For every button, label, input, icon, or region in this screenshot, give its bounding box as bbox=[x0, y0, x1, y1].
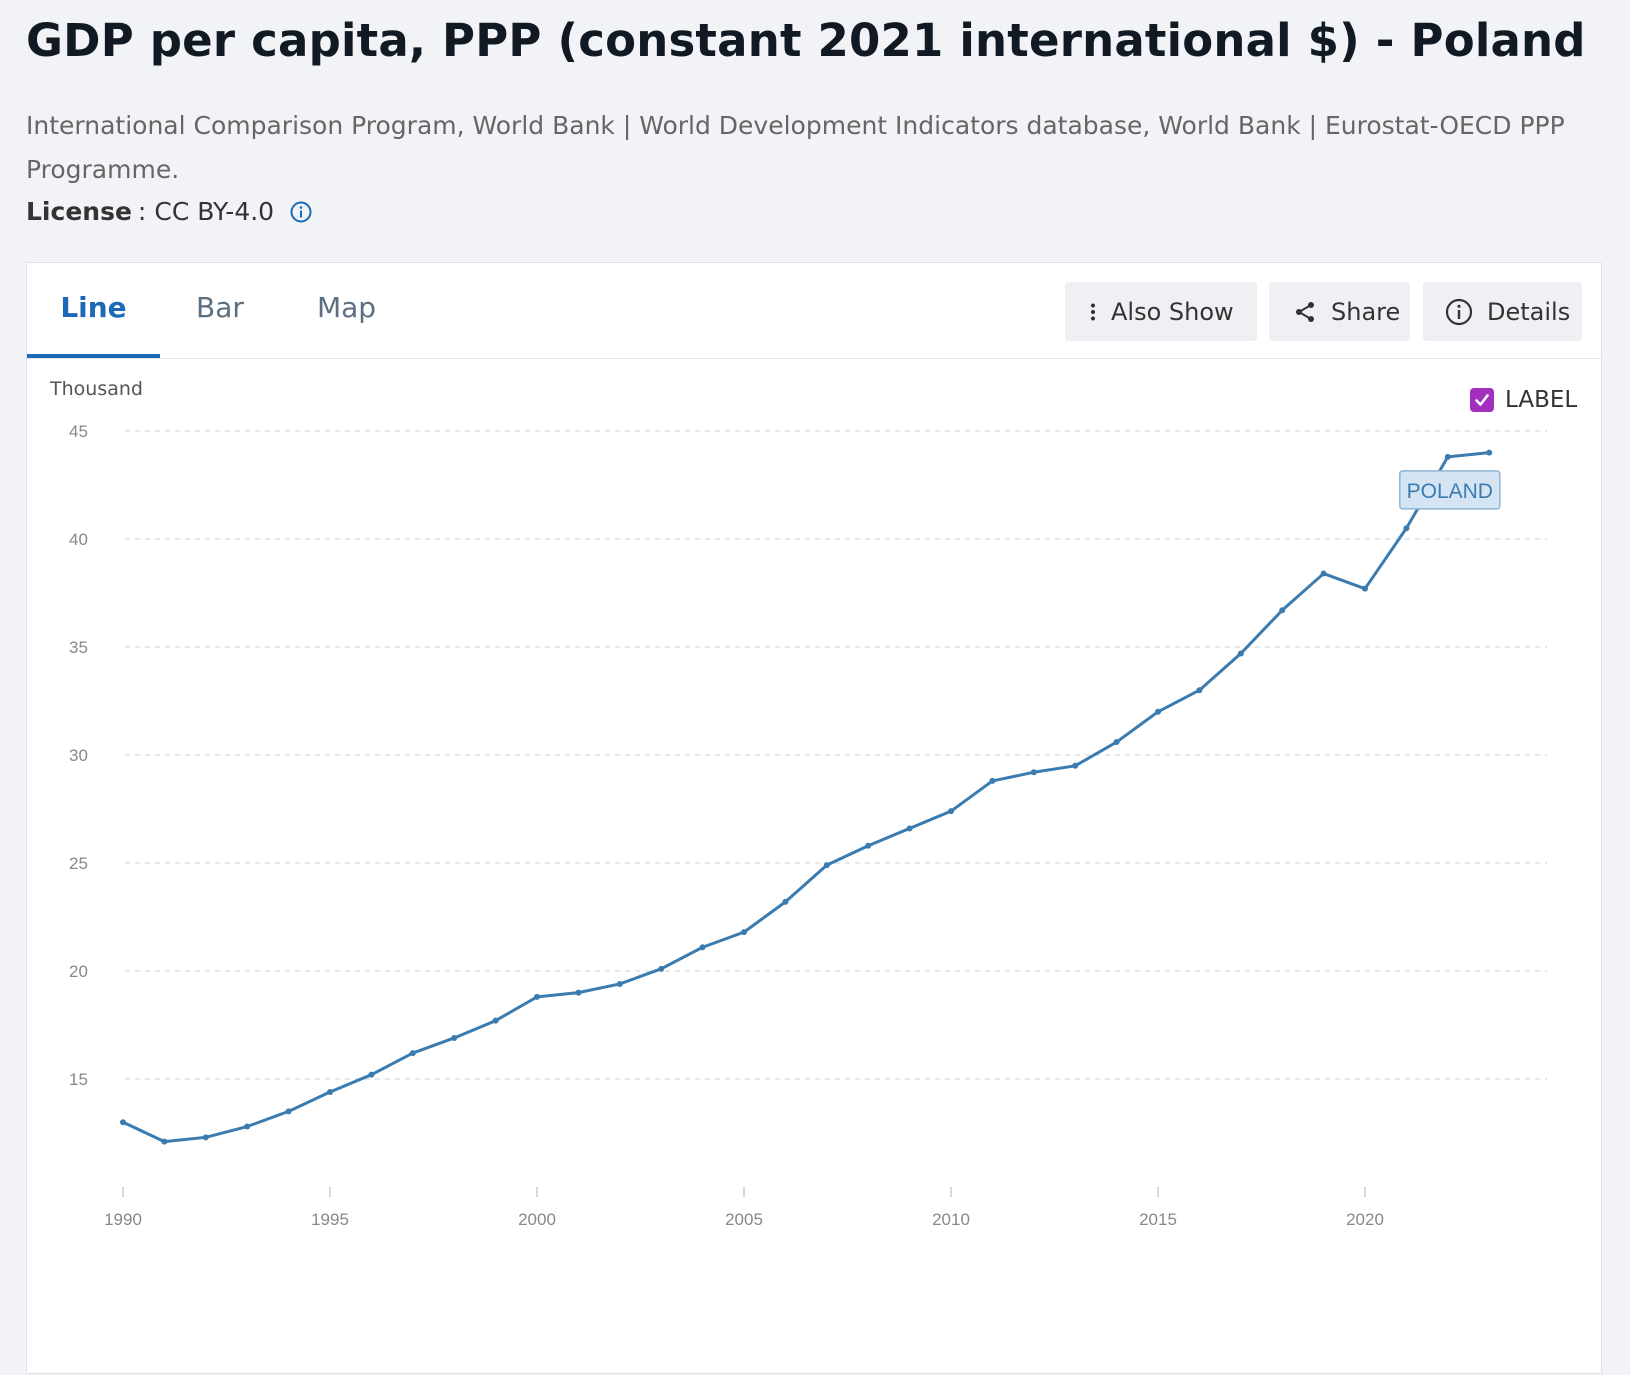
share-button[interactable]: Share bbox=[1269, 282, 1410, 341]
data-point bbox=[1279, 607, 1286, 614]
info-circle-icon bbox=[1445, 298, 1473, 325]
data-point bbox=[1403, 525, 1410, 532]
x-tick-label: 1995 bbox=[311, 1210, 349, 1229]
x-tick-label: 2000 bbox=[518, 1210, 556, 1229]
details-label: Details bbox=[1487, 297, 1571, 326]
data-point bbox=[285, 1108, 292, 1115]
data-point bbox=[1444, 453, 1451, 460]
data-point bbox=[865, 842, 872, 849]
data-point bbox=[451, 1034, 458, 1041]
data-point bbox=[658, 965, 665, 972]
series-label-box bbox=[1399, 470, 1501, 510]
y-tick-label: 30 bbox=[69, 746, 88, 765]
data-point bbox=[120, 1119, 126, 1126]
data-point bbox=[823, 862, 830, 869]
y-tick-label: 35 bbox=[69, 638, 88, 657]
tab-map[interactable]: Map bbox=[316, 291, 377, 324]
data-point bbox=[327, 1088, 333, 1095]
license-value: CC BY-4.0 bbox=[154, 197, 275, 226]
data-point bbox=[1196, 687, 1203, 694]
data-point bbox=[492, 1017, 499, 1024]
data-point bbox=[906, 825, 913, 832]
data-point bbox=[575, 989, 582, 996]
source-text: International Comparison Program, World … bbox=[26, 111, 1565, 184]
data-point bbox=[202, 1134, 209, 1141]
label-toggle-text: LABEL bbox=[1505, 387, 1578, 413]
data-point bbox=[948, 808, 954, 815]
x-tick-label: 2015 bbox=[1139, 1210, 1177, 1229]
details-button[interactable]: Details bbox=[1423, 282, 1582, 341]
license-row: License : CC BY-4.0 bbox=[26, 197, 312, 226]
data-point bbox=[1237, 650, 1244, 657]
data-point bbox=[161, 1138, 168, 1145]
data-point bbox=[782, 898, 789, 905]
also-show-button[interactable]: Also Show bbox=[1065, 282, 1257, 341]
license-label: License bbox=[26, 197, 132, 226]
label-toggle[interactable]: LABEL bbox=[1470, 387, 1577, 413]
x-tick-label: 1990 bbox=[104, 1210, 142, 1229]
data-point bbox=[741, 929, 747, 936]
y-axis-unit-label: Thousand bbox=[50, 378, 143, 400]
more-vertical-icon bbox=[1091, 303, 1095, 320]
data-point bbox=[534, 993, 540, 1000]
label-checkbox[interactable] bbox=[1470, 388, 1494, 412]
data-point bbox=[1072, 762, 1079, 769]
x-tick-label: 2020 bbox=[1346, 1210, 1384, 1229]
share-icon bbox=[1296, 301, 1314, 322]
line-chart: 15 20 25 30 35 40 45 1990 1995 2000 2005 2010 2015 20… bbox=[69, 422, 1547, 1229]
data-point bbox=[1486, 449, 1493, 456]
chart-card: Line Bar Map Also Show Share Details Tho… bbox=[26, 262, 1602, 1374]
data-point bbox=[244, 1123, 251, 1130]
series-line bbox=[122, 451, 1490, 1144]
page-title: GDP per capita, PPP (constant 2021 inter… bbox=[26, 14, 1586, 67]
data-point bbox=[409, 1050, 416, 1057]
y-tick-label: 45 bbox=[69, 422, 88, 441]
data-point bbox=[1155, 708, 1161, 715]
checkmark-icon bbox=[1475, 394, 1489, 406]
y-tick-label: 20 bbox=[69, 962, 88, 981]
series-label: POLAND bbox=[1407, 480, 1493, 503]
x-tick-label: 2005 bbox=[725, 1210, 763, 1229]
info-icon[interactable] bbox=[290, 201, 312, 223]
chart-tabs: Line Bar Map Also Show Share Details bbox=[27, 263, 1601, 359]
y-tick-label: 15 bbox=[69, 1070, 88, 1089]
tab-line[interactable]: Line bbox=[27, 285, 160, 358]
license-separator: : bbox=[137, 197, 147, 226]
data-point bbox=[1320, 570, 1327, 577]
share-label: Share bbox=[1331, 297, 1401, 326]
data-point bbox=[1030, 769, 1037, 776]
data-point bbox=[1113, 739, 1120, 746]
data-point bbox=[1362, 585, 1368, 592]
data-point bbox=[699, 944, 706, 951]
x-tick-label: 2010 bbox=[932, 1210, 970, 1229]
data-point bbox=[989, 777, 996, 784]
y-tick-label: 40 bbox=[69, 530, 88, 549]
also-show-label: Also Show bbox=[1111, 297, 1234, 326]
y-tick-label: 25 bbox=[69, 854, 88, 873]
tab-bar[interactable]: Bar bbox=[196, 291, 244, 324]
data-point bbox=[616, 980, 623, 987]
data-point bbox=[368, 1071, 375, 1078]
